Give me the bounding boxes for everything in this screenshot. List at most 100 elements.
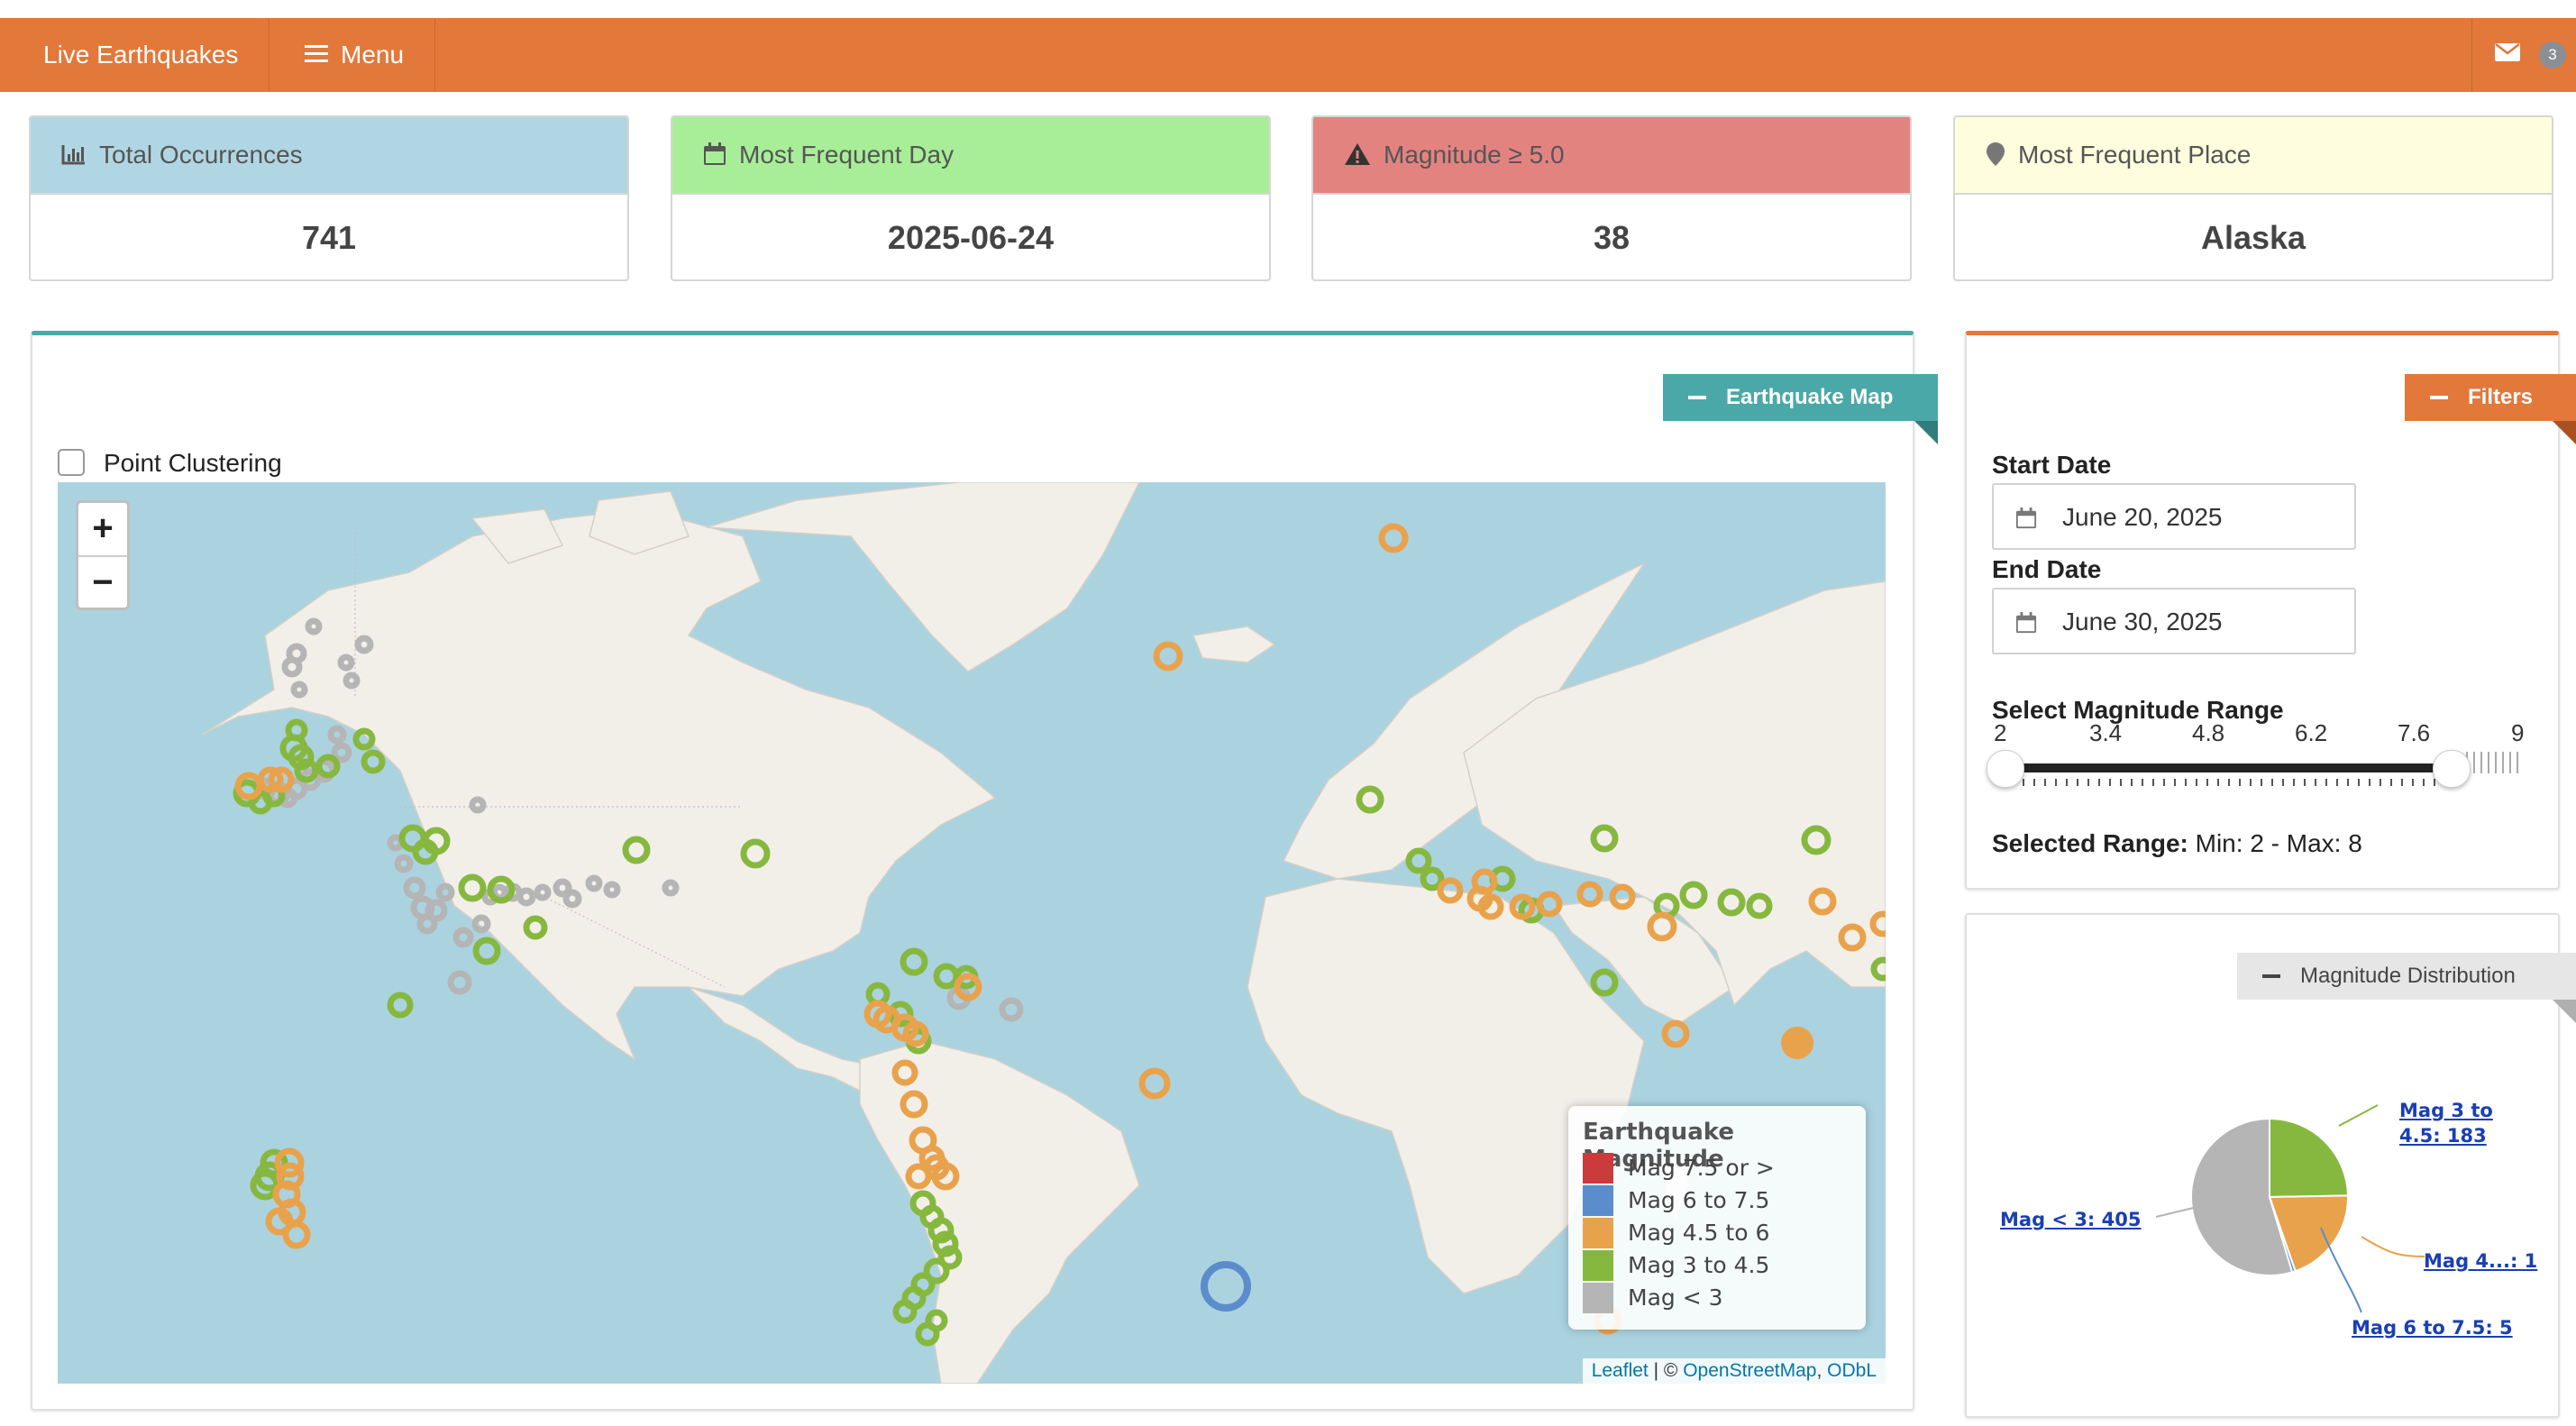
map-legend: Earthquake Magnitude Mag 7.5 or > Mag 6 … [1568, 1106, 1866, 1330]
legend-label: Mag 3 to 4.5 [1628, 1252, 1770, 1278]
navbar-divider [2471, 18, 2472, 92]
warning-icon [1345, 142, 1370, 165]
kpi-most-frequent-place: Most Frequent Place Alaska [1953, 115, 2553, 281]
kpi-header: Most Frequent Place [1955, 117, 2552, 195]
menu-label: Menu [341, 41, 405, 69]
menu-button[interactable]: Menu [305, 18, 404, 92]
leaflet-link[interactable]: Leaflet [1591, 1360, 1649, 1381]
world-basemap [201, 482, 1886, 1384]
slider-selected-range[interactable] [2005, 763, 2447, 772]
calendar-icon [704, 142, 726, 165]
kpi-value: Alaska [2200, 219, 2307, 256]
kpi-label: Total Occurrences [99, 141, 303, 169]
earthquake-map[interactable]: + − Earthquake Magnitude Mag 7.5 or > Ma… [58, 482, 1886, 1384]
bar-chart-icon [61, 144, 85, 165]
kpi-value: 38 [1593, 219, 1631, 256]
kpi-label: Magnitude ≥ 5.0 [1384, 141, 1565, 169]
kpi-header: Total Occurrences [31, 117, 627, 195]
kpi-label: Most Frequent Day [739, 141, 955, 169]
legend-swatch [1583, 1185, 1613, 1216]
zoom-in-button[interactable]: + [78, 503, 127, 557]
navbar-divider [434, 18, 435, 92]
selected-range-text: Selected Range: Min: 2 - Max: 8 [1992, 829, 2362, 858]
box-title: Filters [2468, 385, 2534, 409]
leader-line [2155, 1202, 2213, 1218]
legend-item: Mag < 3 [1583, 1283, 1723, 1313]
leader-line [2361, 1236, 2425, 1257]
openstreetmap-link[interactable]: OpenStreetMap [1683, 1360, 1817, 1381]
slider-tick-label: 7.6 [2398, 719, 2431, 746]
slider-tick-label: 9 [2511, 719, 2525, 746]
end-date-input[interactable]: June 30, 2025 [1992, 588, 2356, 654]
earthquake-map-collapse-button[interactable]: Earthquake Map [1663, 374, 1938, 444]
app-title[interactable]: Live Earthquakes [43, 41, 239, 69]
odbl-link[interactable]: ODbL [1827, 1360, 1877, 1381]
notification-badge: 3 [2539, 41, 2566, 69]
zoom-out-button[interactable]: − [92, 562, 114, 602]
kpi-value: 2025-06-24 [887, 219, 1055, 256]
minus-icon [2430, 396, 2448, 399]
magnitude-range-label: Select Magnitude Range [1992, 696, 2284, 724]
legend-label: Mag 6 to 7.5 [1628, 1187, 1770, 1213]
legend-item: Mag 4.5 to 6 [1583, 1218, 1769, 1248]
pie-label-line: 4.5: 183 [2399, 1125, 2487, 1147]
legend-item: Mag 3 to 4.5 [1583, 1250, 1769, 1281]
hamburger-icon [305, 44, 328, 63]
slider-minor-ticks [2012, 779, 2453, 786]
map-attribution: Leaflet | © OpenStreetMap, ODbL [1582, 1358, 1886, 1384]
distribution-collapse-button[interactable]: Magnitude Distribution [2237, 953, 2576, 1023]
pie-label-mag6to75[interactable]: Mag 6 to 7.5: 5 [2352, 1317, 2513, 1339]
minus-icon [1688, 396, 1706, 399]
slider-max-handle[interactable] [2433, 750, 2471, 788]
pie-label-mag45to6[interactable]: Mag 4...: 1 [2424, 1250, 2538, 1272]
point-clustering-label: Point Clustering [104, 449, 282, 477]
slider-tick-label: 4.8 [2192, 719, 2225, 746]
slider-tick-label: 3.4 [2089, 719, 2123, 746]
kpi-header: Magnitude ≥ 5.0 [1313, 117, 1910, 195]
calendar-icon [2015, 612, 2037, 634]
kpi-total-occurrences: Total Occurrences 741 [29, 115, 629, 281]
start-date-value: June 20, 2025 [2062, 503, 2223, 531]
start-date-label: Start Date [1992, 451, 2112, 479]
top-navbar: Live Earthquakes Menu 3 [0, 18, 2576, 92]
legend-swatch [1583, 1250, 1613, 1281]
pie-slice-0[interactable] [2269, 1117, 2350, 1199]
kpi-magnitude-5: Magnitude ≥ 5.0 38 [1311, 115, 1912, 281]
attribution-separator: , [1816, 1360, 1828, 1381]
box-title: Earthquake Map [1726, 385, 1894, 409]
legend-swatch [1583, 1153, 1613, 1184]
legend-swatch [1583, 1218, 1613, 1248]
point-clustering-checkbox[interactable] [58, 449, 85, 476]
kpi-header: Most Frequent Day [672, 117, 1269, 195]
selected-range-prefix: Selected Range: [1992, 829, 2188, 857]
legend-item: Mag 6 to 7.5 [1583, 1185, 1769, 1216]
zoom-control: + − [76, 500, 130, 610]
attribution-separator: | © [1648, 1360, 1684, 1381]
magnitude-pie-chart [2155, 1104, 2425, 1313]
leader-line [2320, 1227, 2362, 1313]
slider-tick-label: 2 [1994, 719, 2007, 746]
end-date-value: June 30, 2025 [2062, 608, 2223, 635]
legend-label: Mag 7.5 or > [1628, 1155, 1775, 1181]
envelope-icon[interactable] [2495, 43, 2520, 61]
selected-range-value: Min: 2 - Max: 8 [2188, 829, 2362, 857]
kpi-most-frequent-day: Most Frequent Day 2025-06-24 [671, 115, 1271, 281]
legend-swatch [1583, 1283, 1613, 1313]
slider-min-handle[interactable] [1987, 750, 2024, 788]
end-date-label: End Date [1992, 555, 2102, 583]
kpi-label: Most Frequent Place [2018, 141, 2252, 169]
start-date-input[interactable]: June 20, 2025 [1992, 483, 2356, 550]
pie-label-maglt3[interactable]: Mag < 3: 405 [2000, 1209, 2142, 1230]
pie-label-line: Mag 3 to [2399, 1100, 2493, 1121]
calendar-icon [2015, 507, 2037, 529]
filters-collapse-button[interactable]: Filters [2405, 374, 2576, 444]
map-marker-icon [1987, 142, 2005, 166]
legend-label: Mag 4.5 to 6 [1628, 1220, 1770, 1246]
leader-line [2338, 1104, 2379, 1127]
slider-tick-label: 6.2 [2295, 719, 2328, 746]
pie-label-mag3to45[interactable]: Mag 3 to 4.5: 183 [2399, 1098, 2493, 1148]
legend-label: Mag < 3 [1628, 1284, 1723, 1311]
box-title: Magnitude Distribution [2300, 964, 2516, 988]
kpi-value: 741 [301, 219, 357, 256]
minus-icon [2262, 974, 2280, 978]
